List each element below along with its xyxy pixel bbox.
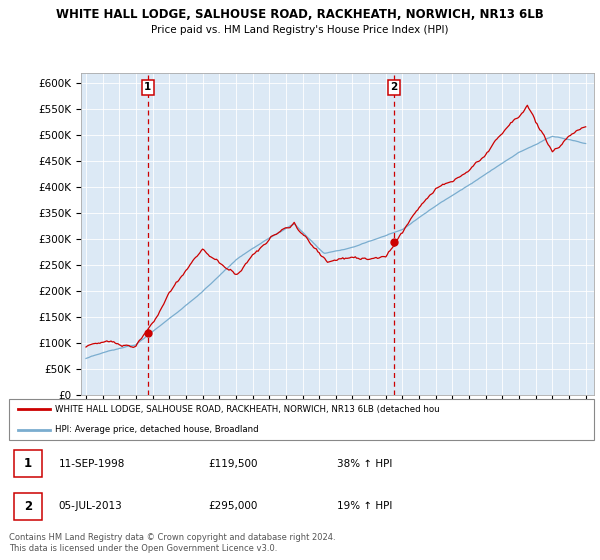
Text: WHITE HALL LODGE, SALHOUSE ROAD, RACKHEATH, NORWICH, NR13 6LB (detached hou: WHITE HALL LODGE, SALHOUSE ROAD, RACKHEA… [55,405,439,414]
Text: 1: 1 [23,457,32,470]
Text: 2: 2 [391,82,398,92]
Text: This data is licensed under the Open Government Licence v3.0.: This data is licensed under the Open Gov… [9,544,277,553]
Text: 11-SEP-1998: 11-SEP-1998 [59,459,125,469]
Text: 19% ↑ HPI: 19% ↑ HPI [337,501,392,511]
Text: £119,500: £119,500 [208,459,257,469]
Text: Price paid vs. HM Land Registry's House Price Index (HPI): Price paid vs. HM Land Registry's House … [151,25,449,35]
Text: 1: 1 [144,82,151,92]
Text: 05-JUL-2013: 05-JUL-2013 [59,501,122,511]
Text: 38% ↑ HPI: 38% ↑ HPI [337,459,392,469]
Text: WHITE HALL LODGE, SALHOUSE ROAD, RACKHEATH, NORWICH, NR13 6LB: WHITE HALL LODGE, SALHOUSE ROAD, RACKHEA… [56,8,544,21]
Text: HPI: Average price, detached house, Broadland: HPI: Average price, detached house, Broa… [55,425,258,434]
Text: £295,000: £295,000 [208,501,257,511]
Bar [14,450,42,477]
Text: Contains HM Land Registry data © Crown copyright and database right 2024.: Contains HM Land Registry data © Crown c… [9,533,335,542]
Bar [14,493,42,520]
Text: 2: 2 [23,500,32,513]
